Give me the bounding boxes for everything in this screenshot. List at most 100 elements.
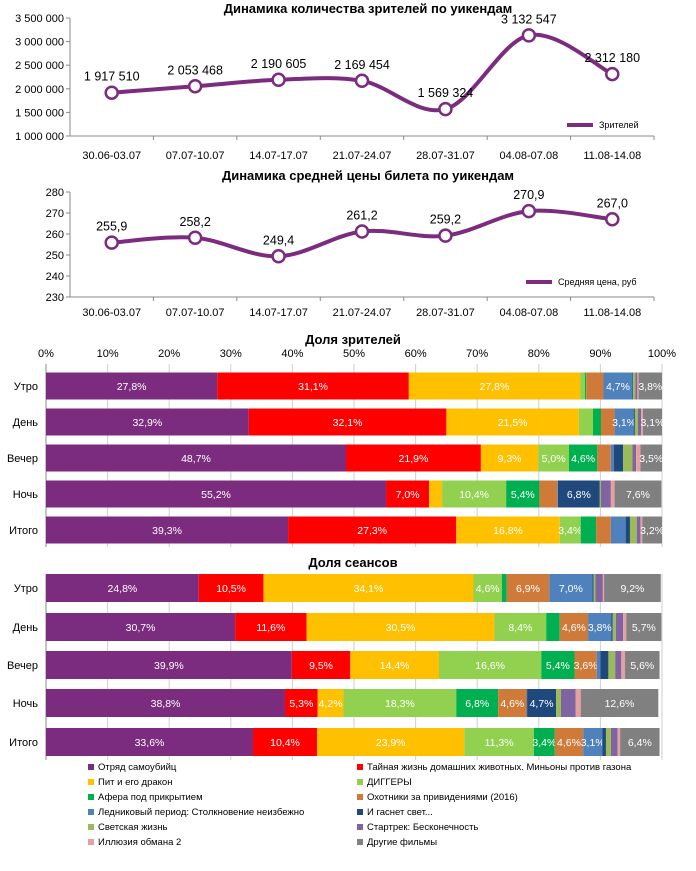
segment-label: 7,0% (559, 583, 583, 595)
bar-segment (350, 651, 440, 679)
bar-segment (596, 516, 611, 544)
bar-segment (642, 408, 662, 436)
bar-segment (635, 372, 638, 400)
chart2-title: Динамика средней цены билета по уикендам (222, 168, 514, 183)
legend-label: Афера под прикрытием (98, 792, 203, 803)
segment-label: 5,6% (630, 660, 654, 672)
category-label: День (13, 622, 39, 634)
segment-label: 6,4% (628, 737, 652, 749)
bar-segment (623, 444, 633, 472)
bar-segment (633, 372, 636, 400)
bar-segment (291, 651, 351, 679)
bar-segment (560, 689, 576, 717)
data-point (438, 228, 453, 243)
bar-segment (608, 651, 616, 679)
x-tick-label: 21.07-24.07 (333, 307, 392, 319)
bar-segment (252, 728, 318, 756)
bar-segment (617, 728, 621, 756)
segment-label: 3,1% (612, 417, 636, 429)
bar-segment (574, 651, 597, 679)
data-point (104, 85, 119, 100)
bar-segment (263, 574, 474, 602)
segment-label: 3,4% (558, 525, 582, 537)
y-tick-label: 1 500 000 (15, 107, 64, 119)
segment-label: 48,7% (181, 453, 211, 465)
bar-segment (317, 728, 465, 756)
bar-segment (549, 574, 593, 602)
legend-swatch (88, 839, 94, 845)
viewers-share-bar-chart: 0% 10% 20% 30% 40% 50% 60% 70% 80% 90% 100% Утро 27,… (7, 348, 676, 547)
segment-label: 11,3% (485, 737, 514, 749)
bar-segment (559, 613, 589, 641)
bar-segment (386, 480, 430, 508)
segment-label: 9,2% (620, 583, 644, 595)
legend-swatch (357, 764, 363, 770)
data-label: 249,4 (263, 233, 294, 247)
bar-segment (626, 613, 662, 641)
y-tick-label: 230 (46, 292, 64, 304)
bar-segment (611, 613, 613, 641)
bar-segment (46, 408, 249, 436)
bar-segment (464, 728, 534, 756)
bar-segment (580, 689, 659, 717)
x-tick-label: 14.07-17.07 (249, 307, 308, 319)
bar-segment (604, 574, 661, 602)
legend-label: Другие фильмы (367, 837, 437, 848)
bar-segment (527, 689, 557, 717)
category-label: Утро (14, 583, 38, 595)
bar-segment (456, 516, 560, 544)
bar-segment (632, 372, 634, 400)
segment-label: 7,0% (396, 489, 420, 501)
chart1-title: Динамика количества зрителей по уикендам (224, 1, 513, 16)
bar-segment (439, 651, 542, 679)
bar-segment (538, 444, 569, 472)
segment-label: 8,4% (508, 622, 532, 634)
segment-label: 30,7% (126, 622, 156, 634)
bar-segment (429, 480, 443, 508)
x-tick-label: 04.08-07.08 (499, 150, 558, 162)
data-point (521, 28, 537, 43)
segment-label: 18,3% (385, 698, 415, 710)
bar-segment (46, 613, 236, 641)
data-label: 270,9 (513, 188, 544, 202)
segment-label: 24,8% (107, 583, 137, 595)
segment-label: 5,0% (542, 453, 566, 465)
bar-segment (506, 574, 550, 602)
segment-label: 38,8% (151, 698, 181, 710)
y-tick-label: 250 (46, 250, 64, 262)
legend-swatch (88, 824, 94, 830)
segment-label: 39,9% (154, 660, 184, 672)
legend-label: И гаснет свет... (367, 807, 433, 818)
x-tick-label: 0% (38, 348, 54, 360)
bar-segment (306, 613, 495, 641)
y-tick-label: 270 (46, 208, 64, 220)
segment-label: 55,2% (201, 489, 231, 501)
bar-segment (557, 480, 558, 508)
bar-segment (473, 574, 502, 602)
data-point (605, 66, 620, 82)
segment-label: 4,7% (606, 381, 630, 393)
bar-segment (46, 480, 387, 508)
bar-segment (583, 728, 603, 756)
segment-label: 3,6% (574, 660, 598, 672)
bar-segment (556, 689, 561, 717)
x-tick-label: 90% (589, 348, 611, 360)
bar-segment (586, 372, 604, 400)
bar-segment (588, 613, 612, 641)
segment-label: 4,7% (530, 698, 554, 710)
bar-segment (446, 408, 579, 436)
x-tick-label: 28.07-31.07 (416, 307, 475, 319)
data-label: 2 169 454 (334, 58, 390, 72)
legend-swatch (88, 794, 94, 800)
segment-label: 39,3% (152, 525, 182, 537)
data-point (104, 235, 119, 250)
legend-label: Тайная жизнь домашних животных. Миньоны … (367, 762, 632, 773)
bar-segment (595, 574, 603, 602)
y-tick-label: 2 500 000 (15, 60, 64, 72)
y-tick-label: 1 000 000 (15, 131, 64, 143)
bar-segment (578, 408, 594, 436)
legend-label: Отряд самоубийц (98, 762, 177, 773)
bar-segment (235, 613, 307, 641)
data-point (354, 73, 370, 89)
bar-segment (506, 480, 540, 508)
